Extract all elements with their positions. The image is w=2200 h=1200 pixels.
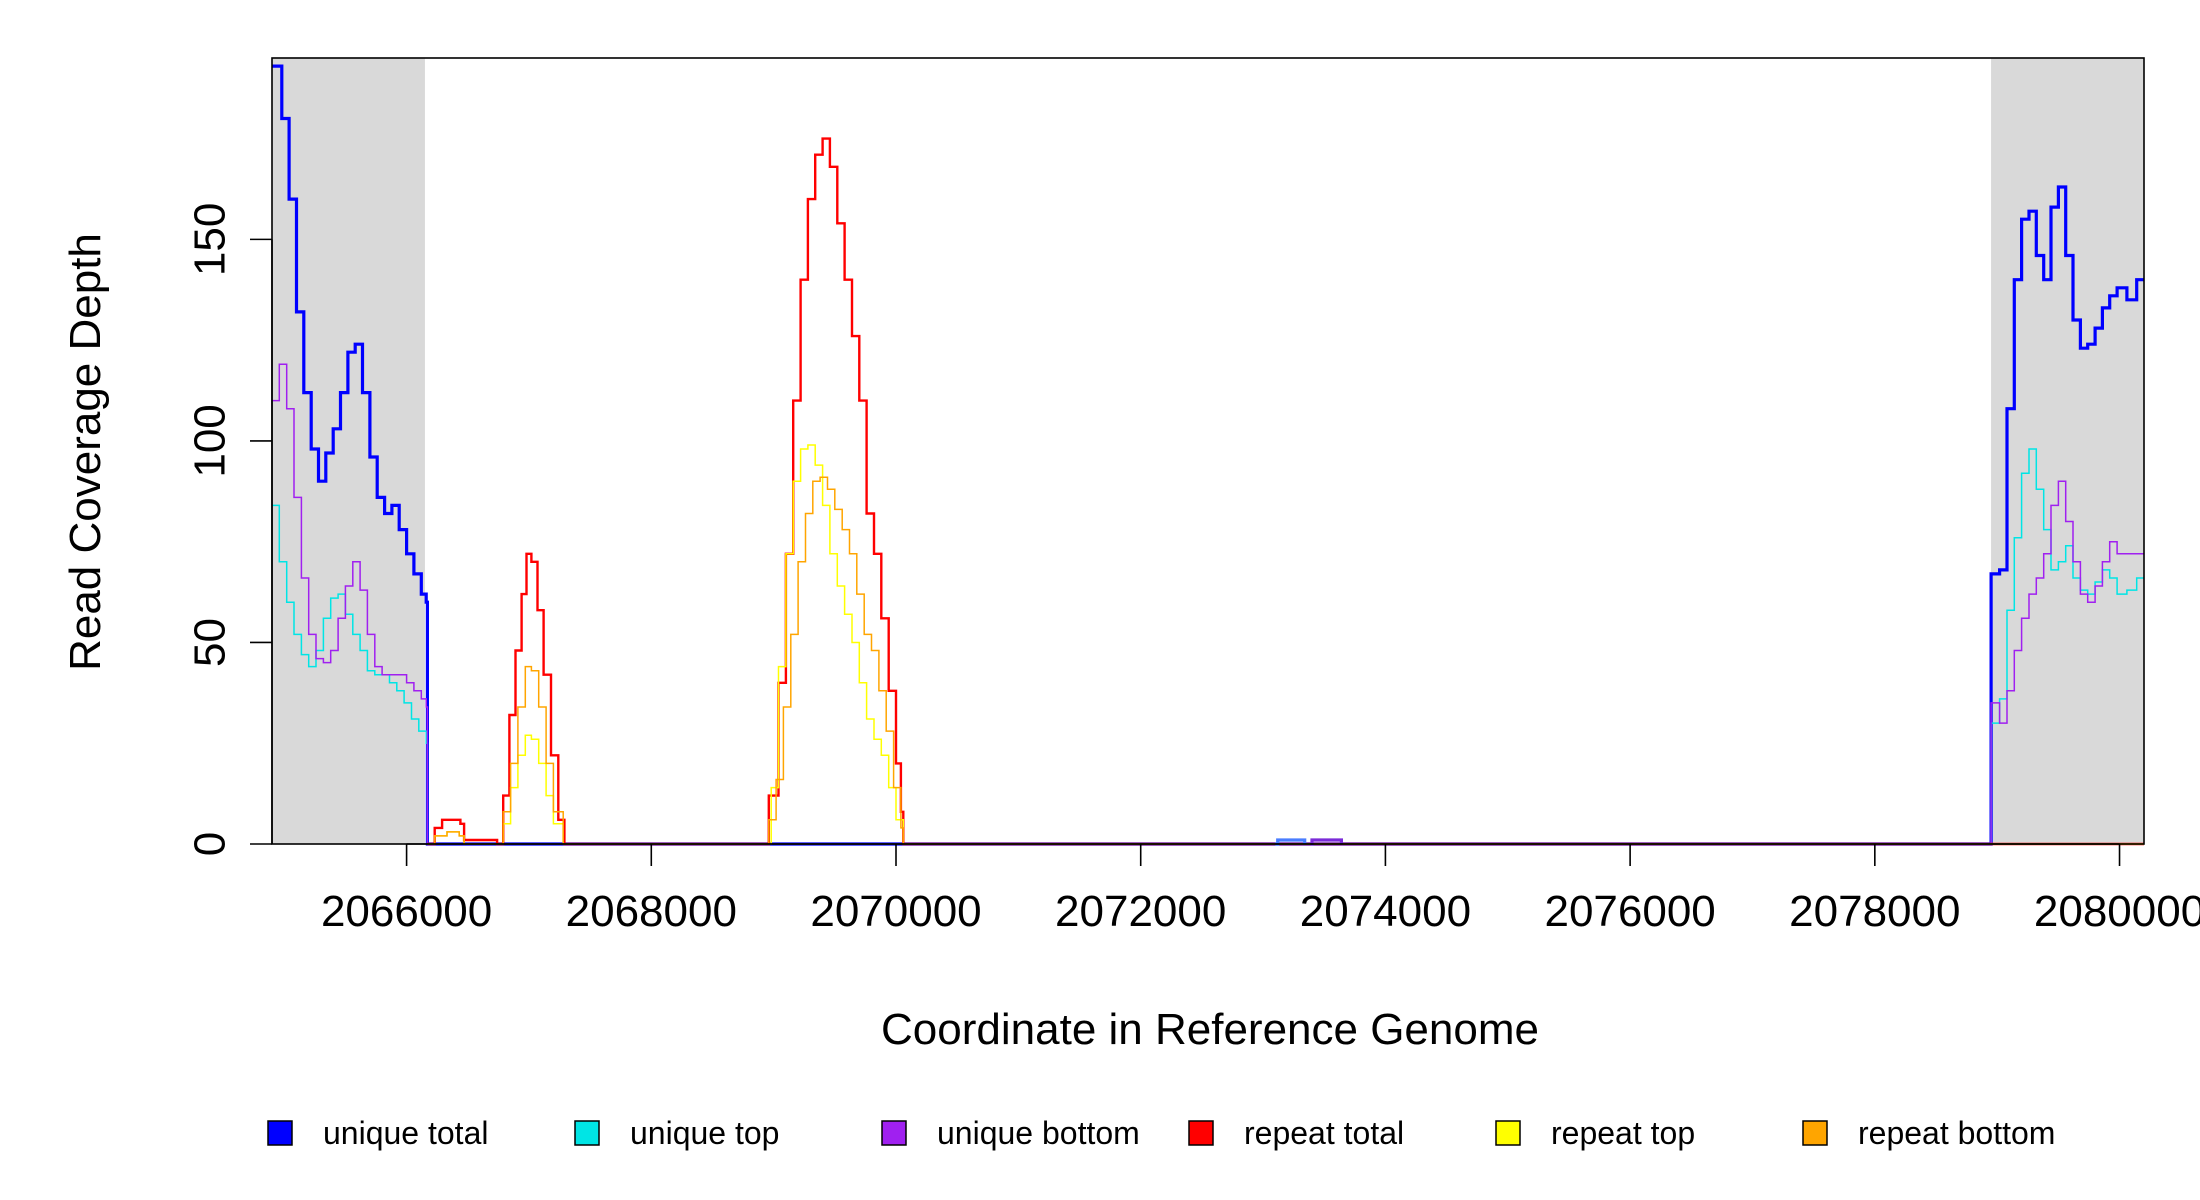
x-axis: 2066000 2068000 2070000 2072000 2074000 20760… <box>321 843 2200 936</box>
legend-swatch-repeat-total <box>1188 1120 1214 1146</box>
legend-swatch-repeat-top <box>1495 1120 1521 1146</box>
series-line-unique-total <box>272 64 2144 846</box>
y-axis: 0 50 100 150 <box>186 203 273 856</box>
x-tick-label: 2080000 <box>2034 887 2200 936</box>
legend-label-repeat-bottom: repeat bottom <box>1858 1115 2055 1151</box>
legend-swatch-unique-bottom <box>881 1120 907 1146</box>
legend-label-unique-bottom: unique bottom <box>937 1115 1140 1151</box>
x-tick-label: 2076000 <box>1544 887 1715 936</box>
series-line-unique-bottom <box>272 363 2144 845</box>
legend: unique total unique top unique bottom repea… <box>267 1115 2055 1151</box>
series-line-repeat-top <box>427 444 2144 845</box>
series-line-repeat-total <box>427 137 2144 846</box>
legend-swatch-repeat-bottom <box>1802 1120 1828 1146</box>
y-tick-label: 100 <box>186 404 235 477</box>
legend-label-repeat-total: repeat total <box>1244 1115 1404 1151</box>
x-tick-label: 2070000 <box>810 887 981 936</box>
series-layer <box>272 64 2144 846</box>
legend-swatch-unique-top <box>574 1120 600 1146</box>
y-tick-label: 0 <box>186 832 235 856</box>
series-line-repeat-bottom <box>427 476 2144 845</box>
legend-swatch-unique-total <box>267 1120 293 1146</box>
shaded-region-1 <box>272 58 425 844</box>
y-axis-title: Read Coverage Depth <box>61 233 110 671</box>
x-axis-title: Coordinate in Reference Genome <box>881 1005 1539 1054</box>
shaded-regions <box>272 58 2144 844</box>
x-tick-label: 2074000 <box>1300 887 1471 936</box>
x-tick-label: 2072000 <box>1055 887 1226 936</box>
x-tick-label: 2068000 <box>566 887 737 936</box>
x-tick-label: 2078000 <box>1789 887 1960 936</box>
legend-label-repeat-top: repeat top <box>1551 1115 1695 1151</box>
shaded-region-2 <box>1991 58 2144 844</box>
y-tick-label: 50 <box>186 618 235 667</box>
plot-border <box>271 57 2145 845</box>
x-tick-label: 2066000 <box>321 887 492 936</box>
legend-label-unique-total: unique total <box>323 1115 488 1151</box>
y-tick-label: 150 <box>186 203 235 276</box>
legend-label-unique-top: unique top <box>630 1115 779 1151</box>
